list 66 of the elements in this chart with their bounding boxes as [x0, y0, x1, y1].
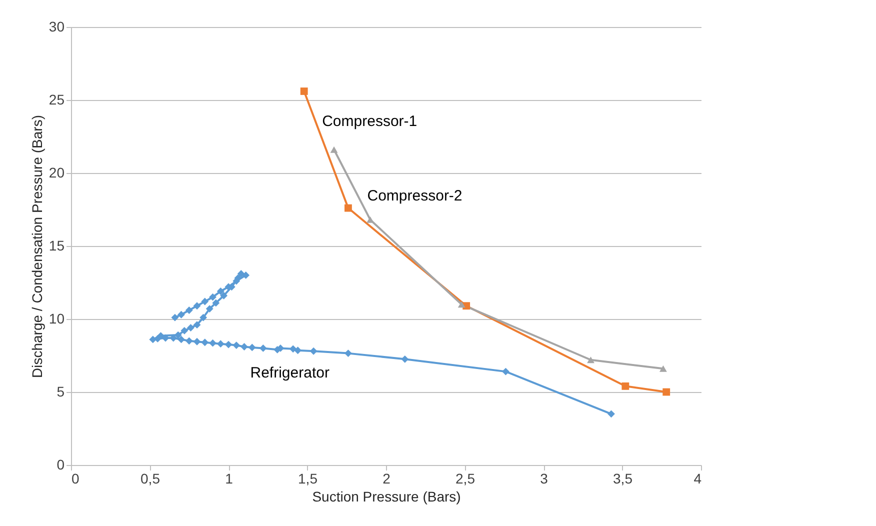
point — [662, 388, 670, 396]
point — [248, 344, 256, 352]
point — [502, 368, 510, 376]
point — [170, 334, 178, 342]
point — [180, 326, 188, 334]
x-tick-label: 0 — [72, 470, 80, 486]
point — [259, 344, 267, 352]
point — [240, 343, 248, 350]
point — [310, 347, 318, 355]
y-tick-label: 25 — [48, 92, 65, 108]
point — [193, 338, 201, 346]
point — [185, 337, 193, 345]
x-tick-label: 0,5 — [140, 470, 160, 486]
point — [622, 382, 630, 390]
point — [171, 314, 179, 322]
y-tick-label: 15 — [48, 238, 65, 254]
point — [330, 146, 338, 153]
point — [201, 298, 209, 306]
series-label: Refrigerator — [250, 364, 330, 382]
point — [242, 271, 250, 279]
point — [178, 310, 185, 318]
point — [216, 340, 224, 348]
point — [289, 345, 297, 353]
series-label: Compressor-1 — [322, 113, 418, 130]
x-tick-label: 2,5 — [456, 470, 476, 486]
y-tick-label: 5 — [56, 384, 65, 400]
point — [220, 292, 228, 300]
point — [344, 350, 352, 358]
y-tick-label: 0 — [56, 456, 65, 472]
y-axis-title: Discharge / Condensation Pressure (Bars) — [28, 114, 45, 378]
point — [174, 331, 182, 339]
x-tick-label: 1 — [225, 470, 234, 486]
point — [659, 365, 667, 372]
point — [344, 204, 352, 212]
y-tick-label: 30 — [48, 18, 65, 34]
x-tick-label: 4 — [694, 470, 702, 486]
point — [186, 324, 194, 332]
point — [458, 301, 466, 308]
point — [206, 305, 214, 312]
point — [366, 216, 374, 223]
point — [401, 355, 409, 363]
point — [162, 334, 170, 342]
point — [216, 288, 224, 295]
x-tick-label: 3 — [540, 470, 548, 486]
point — [212, 299, 220, 307]
point — [232, 342, 240, 349]
point — [209, 293, 216, 301]
point — [224, 340, 232, 348]
point — [201, 338, 209, 346]
point — [193, 321, 201, 329]
point — [193, 302, 201, 310]
point — [300, 88, 308, 95]
series-label: Compressor-2 — [367, 188, 462, 205]
point — [178, 336, 185, 344]
point — [587, 356, 594, 364]
x-axis-title: Suction Pressure (Bars) — [312, 488, 461, 504]
point — [608, 410, 615, 418]
point — [209, 339, 216, 347]
x-tick-label: 2 — [382, 470, 391, 486]
point — [200, 314, 208, 322]
y-tick-label: 20 — [48, 164, 65, 180]
y-tick-label: 10 — [48, 310, 65, 326]
x-tick-label: 1,5 — [298, 470, 318, 486]
x-tick-label: 3,5 — [613, 470, 633, 486]
point — [185, 306, 193, 314]
point — [149, 336, 157, 344]
